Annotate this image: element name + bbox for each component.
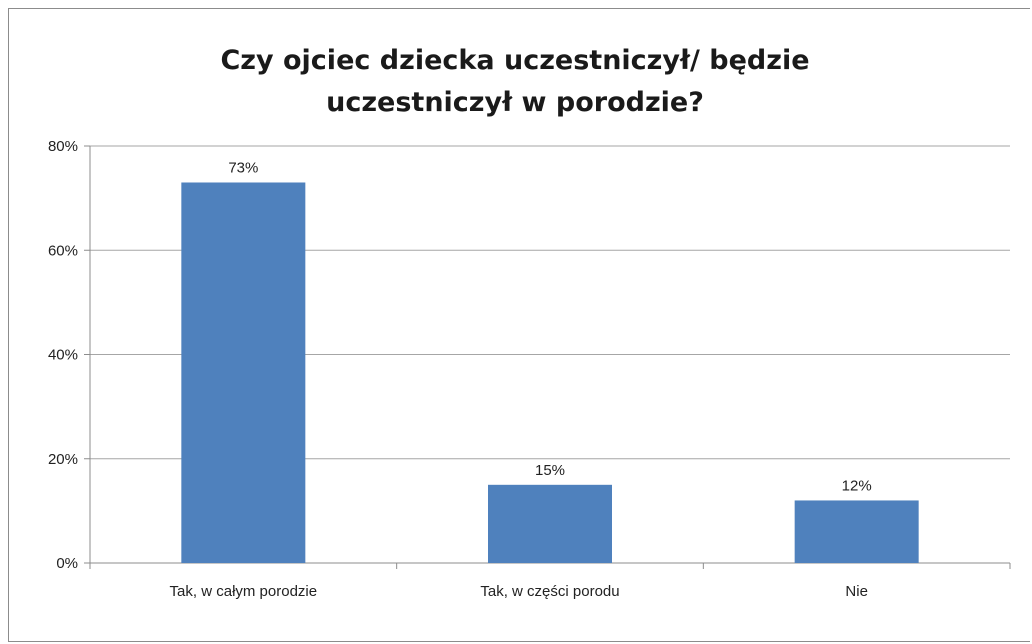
category-label: Nie: [845, 583, 868, 600]
bar: [488, 484, 612, 563]
data-label: 73%: [228, 159, 258, 176]
bar: [181, 182, 306, 564]
data-label: 12%: [842, 477, 872, 494]
y-tick-label: 40%: [48, 347, 78, 364]
bars: [181, 182, 919, 564]
category-label: Tak, w części porodu: [480, 583, 619, 600]
category-label: Tak, w całym porodzie: [170, 583, 318, 600]
y-tick-label: 20%: [48, 451, 78, 468]
y-tick-label: 0%: [56, 555, 78, 572]
labels: 0% 20% 40% 60% 80% 73% Tak, w całym porodzie 15…: [48, 138, 872, 600]
bar: [794, 500, 919, 563]
y-tick-label: 60%: [48, 242, 78, 259]
chart-title: Czy ojciec dziecka uczestniczył/ będzie …: [220, 45, 810, 118]
data-label: 15%: [535, 462, 565, 479]
y-tick-label: 80%: [48, 138, 78, 155]
